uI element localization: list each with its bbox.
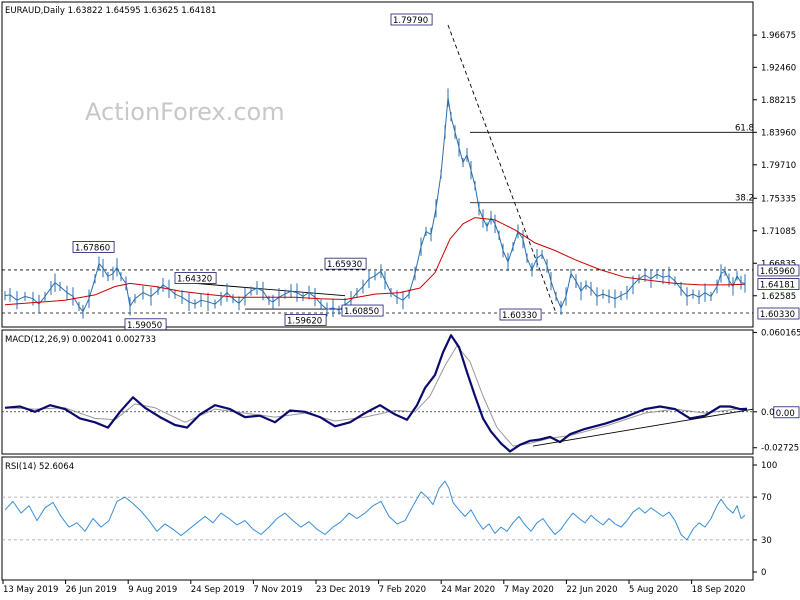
price-right-label: 1.64181 bbox=[760, 281, 795, 291]
price-line bbox=[4, 97, 746, 313]
x-tick-label: 24 Mar 2020 bbox=[441, 585, 495, 595]
date-axis: 13 May 2019 26 Jun 2019 9 Aug 2019 24 Sep 2… bbox=[2, 580, 746, 595]
x-tick-label: 26 Jun 2019 bbox=[66, 585, 117, 595]
x-tick-label: 7 Nov 2019 bbox=[253, 585, 302, 595]
price-right-label-box bbox=[757, 307, 800, 320]
rsi-panel: RSI(14) 52.6064 100 70 30 0 bbox=[2, 461, 777, 578]
price-right-label-box bbox=[757, 278, 800, 290]
x-tick-label: 9 Aug 2019 bbox=[128, 585, 177, 595]
price-annotation: 1.79790 bbox=[393, 16, 428, 26]
macd-header: MACD(12,26,9) 0.002041 0.002733 bbox=[5, 335, 156, 345]
y-tick-label: 30 bbox=[761, 536, 772, 546]
y-tick-label: 70 bbox=[761, 493, 772, 503]
x-tick-label: 22 Jun 2020 bbox=[566, 585, 617, 595]
price-annotation: 1.60330 bbox=[502, 311, 537, 321]
y-tick-label: 0 bbox=[761, 568, 766, 578]
price-annotation: 1.59050 bbox=[127, 321, 162, 331]
projection-line bbox=[447, 24, 557, 314]
macd-right-label-box bbox=[773, 406, 800, 419]
price-annotation-box bbox=[284, 314, 327, 326]
price-annotation-box bbox=[341, 304, 384, 317]
macd-right-label: 0.00 bbox=[776, 409, 795, 419]
x-tick-label: 5 Aug 2020 bbox=[629, 585, 678, 595]
y-tick-label: 1.83960 bbox=[761, 128, 796, 138]
fib-label: 38.2 bbox=[735, 194, 754, 204]
panel-border bbox=[1, 329, 754, 455]
rsi-line bbox=[4, 480, 746, 541]
trend-line bbox=[184, 282, 346, 297]
macd-panel: MACD(12,26,9) 0.002041 0.002733 0.060165 0… bbox=[2, 328, 800, 454]
y-tick-label: 0.060165 bbox=[761, 328, 800, 338]
price-right-label: 1.65960 bbox=[760, 267, 795, 277]
y-tick-label: 100 bbox=[761, 461, 777, 471]
macd-trendline bbox=[532, 408, 754, 447]
y-tick-label: 1.66835 bbox=[761, 259, 796, 269]
y-tick-label: 1.62585 bbox=[761, 292, 796, 302]
y-tick-label: 1.75335 bbox=[761, 194, 796, 204]
price-right-label: 1.60330 bbox=[760, 310, 795, 320]
moving-average-line bbox=[4, 217, 746, 306]
price-annotation: 1.60850 bbox=[344, 307, 379, 317]
y-tick-label: -0.02725 bbox=[761, 444, 799, 454]
y-tick-label: 1.79710 bbox=[761, 161, 796, 171]
x-tick-label: 24 Sep 2019 bbox=[191, 585, 245, 595]
y-tick-label: 1.96675 bbox=[761, 31, 796, 41]
price-header: EURAUD,Daily 1.63822 1.64595 1.63625 1.6… bbox=[5, 6, 216, 16]
macd-line bbox=[4, 334, 747, 453]
fib-label: 61.8 bbox=[735, 123, 754, 133]
panel-border bbox=[1, 456, 754, 581]
price-annotation-box bbox=[499, 308, 542, 321]
y-tick-label: 1.88215 bbox=[761, 96, 796, 106]
x-tick-label: 18 Sep 2020 bbox=[692, 585, 746, 595]
price-annotation: 1.67860 bbox=[75, 243, 110, 253]
x-tick-label: 7 May 2020 bbox=[504, 585, 554, 595]
x-tick-label: 7 Feb 2020 bbox=[379, 585, 427, 595]
x-tick-label: 13 May 2019 bbox=[3, 585, 58, 595]
price-annotation-box bbox=[324, 257, 367, 270]
watermark: ActionForex.com bbox=[85, 98, 285, 126]
price-annotation: 1.64320 bbox=[177, 274, 212, 284]
price-panel: EURAUD,Daily 1.63822 1.64595 1.63625 1.6… bbox=[2, 6, 800, 331]
price-annotation: 1.65930 bbox=[327, 260, 362, 270]
price-annotation-box bbox=[72, 241, 115, 253]
rsi-header: RSI(14) 52.6064 bbox=[5, 462, 74, 472]
x-tick-label: 23 Dec 2019 bbox=[316, 585, 370, 595]
y-tick-label: 1.71085 bbox=[761, 227, 796, 237]
y-tick-label: 0.00 bbox=[761, 408, 780, 418]
price-annotation-box bbox=[174, 272, 217, 284]
price-right-label-box bbox=[757, 264, 800, 277]
price-annotation: 1.59620 bbox=[287, 316, 322, 326]
y-tick-label: 1.92460 bbox=[761, 63, 796, 73]
price-annotation-box bbox=[390, 13, 433, 26]
price-annotation-box bbox=[124, 318, 167, 331]
